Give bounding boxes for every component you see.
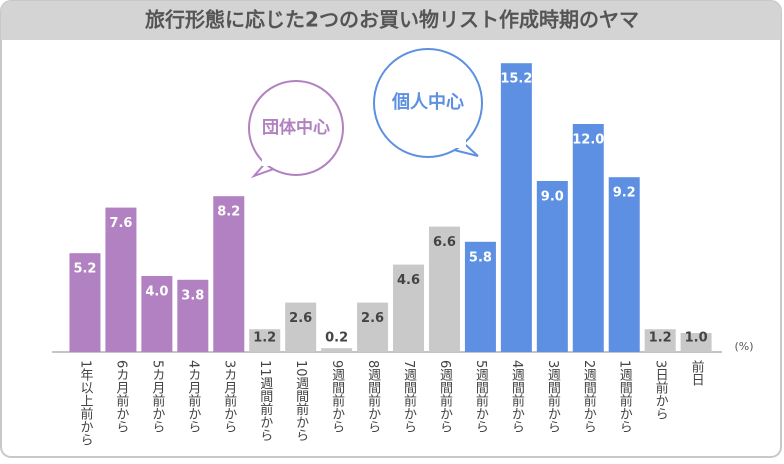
bar [357,302,389,352]
annotation: 個人中心 [391,91,464,113]
bar [141,276,173,352]
x-tick-label: 1年以上前から [77,360,93,447]
value-label: 4.0 [145,285,168,300]
bar [428,226,460,352]
x-tick-label: 4週間前から [509,360,525,434]
x-tick-label: 7週間前から [401,360,417,434]
x-tick-label: 11週間前から [257,360,273,442]
x-tick-label: 前日 [689,359,705,386]
value-label: 2.6 [289,311,312,326]
chart-title: 旅行形態に応じた2つのお買い物リスト作成時期のヤマ [145,8,639,32]
x-tick-label: 6カ月前から [113,360,129,434]
value-label: 1.2 [253,331,276,346]
value-label: 8.2 [217,205,240,220]
bubble-joint [262,158,286,166]
x-tick-label: 10週間前から [293,360,309,442]
bar [680,333,712,352]
bar [321,348,353,352]
bubble [373,48,483,158]
bar [464,241,496,352]
unit-label: (%) [734,340,753,353]
x-tick-label: 5週間前から [473,360,489,434]
value-label: 9.2 [613,186,636,201]
bar [105,207,137,352]
bar [536,181,568,352]
value-label: 1.2 [649,331,672,346]
value-label: 5.2 [73,262,96,277]
bar [500,63,532,352]
value-label: 6.6 [433,235,456,250]
value-label: 2.6 [361,311,384,326]
value-label: 12.0 [572,133,604,148]
x-tick-label: 6週間前から [437,360,453,434]
x-tick-label: 1週間前から [617,360,633,434]
bar [177,279,209,352]
x-tick-label: 3日前から [653,360,669,421]
value-label: 15.2 [500,72,532,87]
x-tick-label: 5カ月前から [149,360,165,434]
value-label: 0.2 [325,331,348,346]
value-label: 4.6 [397,273,420,288]
value-label: 7.6 [109,216,132,231]
x-tick-label: 3カ月前から [221,360,237,434]
x-tick-label: 2週間前から [581,360,597,434]
value-label: 1.0 [685,331,708,346]
bar [285,302,317,352]
x-tick-label: 3週間前から [545,360,561,434]
value-label: 9.0 [541,190,564,205]
x-tick-label: 8週間前から [365,360,381,434]
bar [69,253,101,352]
bar [393,264,425,352]
x-tick-label: 9週間前から [329,360,345,434]
value-label: 5.8 [469,250,492,265]
bubble-joint [448,138,466,148]
title-bar [1,1,781,40]
annotation: 団体中心 [262,117,330,138]
value-label: 3.8 [181,288,204,303]
bubble [248,80,344,176]
bar [213,196,245,352]
bar [644,329,676,352]
bar [608,177,640,352]
x-tick-label: 4カ月前から [185,360,201,434]
bubble-group: 団体中心 個人中心 [248,48,483,179]
bar [249,329,281,352]
bar [572,124,604,352]
